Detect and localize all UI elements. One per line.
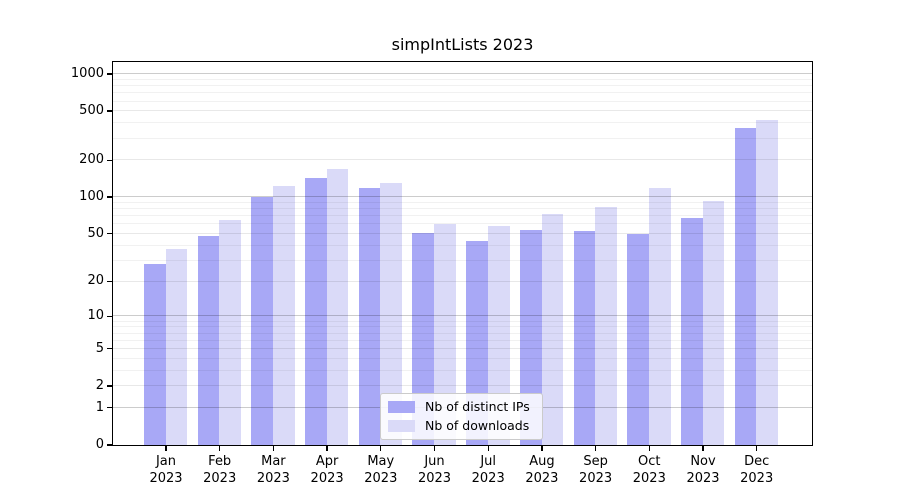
bar-downloads-oct (648, 188, 671, 445)
y-tick-label-1000: 1000 (70, 65, 104, 81)
x-tick-label-aug: Aug 2023 (525, 454, 559, 486)
legend-label-downloads: Nb of downloads (425, 418, 530, 433)
bar-downloads-jun (434, 223, 456, 445)
y-tick-label-2: 2 (95, 377, 104, 393)
x-tick-mark (541, 446, 543, 451)
legend: Nb of distinct IPs Nb of downloads (380, 393, 543, 440)
bar-distinct-ips-mar (251, 196, 274, 445)
bars-layer (113, 62, 812, 445)
y-tick-mark (107, 280, 112, 283)
bar-downloads-jul (487, 225, 510, 445)
x-tick-label-mar: Mar 2023 (256, 454, 290, 486)
bar-downloads-may (380, 182, 403, 445)
y-tick-label-0: 0 (95, 437, 104, 452)
y-tick-label-20: 20 (87, 273, 104, 289)
bar-distinct-ips-jun (412, 232, 435, 445)
bar-downloads-sep (595, 207, 617, 445)
y-tick-mark (107, 159, 112, 161)
chart-title: simpIntLists 2023 (391, 35, 534, 54)
bar-distinct-ips-sep (573, 231, 596, 445)
legend-label-distinct-ips: Nb of distinct IPs (425, 399, 530, 414)
y-tick-mark (107, 73, 112, 75)
bar-distinct-ips-feb (197, 235, 220, 445)
x-tick-label-oct: Oct 2023 (632, 454, 666, 486)
y-tick-mark (107, 315, 112, 317)
x-tick-label-nov: Nov 2023 (686, 454, 720, 486)
legend-entry-downloads: Nb of downloads (388, 417, 530, 434)
x-tick-mark (380, 446, 382, 451)
y-tick-label-500: 500 (79, 103, 104, 119)
bar-distinct-ips-apr (305, 178, 327, 445)
y-tick-label-1: 1 (95, 399, 104, 415)
x-tick-mark (702, 446, 704, 451)
x-tick-mark (326, 446, 328, 451)
bar-downloads-jan (165, 249, 188, 445)
y-tick-mark (107, 233, 112, 235)
y-tick-label-10: 10 (87, 308, 104, 324)
y-tick-mark (107, 444, 112, 446)
x-tick-mark (272, 446, 275, 451)
y-axis-labels: 0 1 2 5 10 20 50 100 200 500 1000 (0, 62, 104, 452)
plot-area (111, 60, 813, 446)
bar-distinct-ips-nov (680, 218, 703, 445)
bar-downloads-dec (756, 120, 779, 445)
x-tick-label-jan: Jan 2023 (149, 454, 183, 486)
legend-swatch-downloads (388, 419, 415, 432)
x-tick-label-may: May 2023 (364, 454, 398, 486)
bar-distinct-ips-may (358, 188, 381, 445)
x-tick-label-jun: Jun 2023 (417, 454, 452, 486)
bar-distinct-ips-oct (627, 233, 649, 445)
x-tick-label-jul: Jul 2023 (471, 454, 505, 486)
x-tick-label-dec: Dec 2023 (740, 454, 774, 486)
x-tick-label-apr: Apr 2023 (310, 454, 344, 486)
y-tick-mark (107, 407, 112, 409)
bar-distinct-ips-dec (734, 127, 757, 445)
y-tick-label-100: 100 (79, 189, 104, 205)
y-tick-label-50: 50 (87, 225, 104, 241)
x-tick-label-sep: Sep 2023 (579, 454, 613, 486)
bar-downloads-apr (326, 168, 349, 445)
x-tick-mark (756, 446, 758, 451)
legend-entry-distinct-ips: Nb of distinct IPs (388, 398, 530, 415)
x-tick-mark (219, 446, 221, 451)
x-tick-mark (433, 446, 436, 451)
y-tick-mark (107, 110, 112, 112)
y-tick-label-5: 5 (95, 340, 104, 356)
bar-downloads-nov (702, 201, 725, 445)
y-tick-mark (107, 385, 112, 387)
x-tick-mark (487, 446, 489, 451)
x-tick-mark (165, 446, 167, 451)
bar-downloads-mar (273, 186, 295, 445)
bar-downloads-feb (219, 219, 242, 445)
y-tick-mark (107, 196, 112, 198)
bar-downloads-aug (541, 213, 564, 445)
y-tick-label-200: 200 (79, 152, 104, 168)
y-tick-mark (107, 348, 112, 350)
bar-distinct-ips-aug (519, 230, 542, 445)
x-tick-mark (594, 446, 597, 451)
x-tick-mark (648, 446, 650, 451)
legend-swatch-distinct-ips (388, 400, 415, 413)
x-tick-label-feb: Feb 2023 (203, 454, 237, 486)
bar-distinct-ips-jan (143, 263, 166, 445)
